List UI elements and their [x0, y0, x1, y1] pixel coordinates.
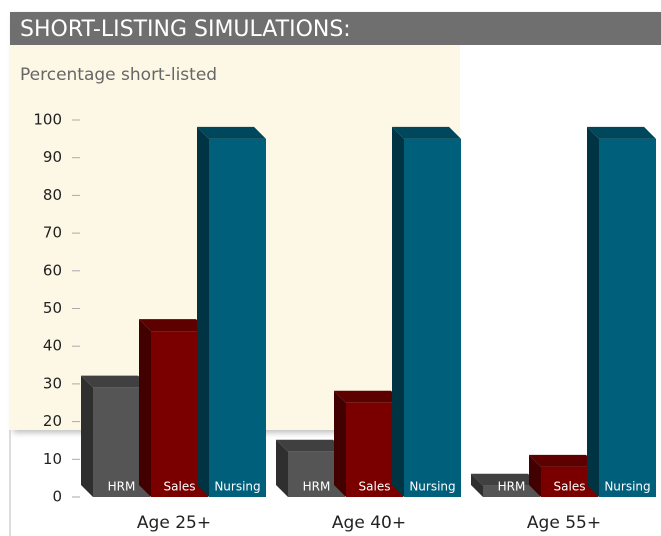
bar-top	[81, 375, 150, 388]
bar-series-label: Nursing	[214, 480, 260, 494]
bar	[483, 485, 540, 497]
bar-top	[197, 126, 266, 139]
bar-side	[276, 439, 288, 497]
bar-side	[139, 319, 151, 497]
subtitle: Percentage short-listed	[20, 65, 217, 85]
bar-series-label: Nursing	[409, 480, 455, 494]
bar-series-label: HRM	[303, 480, 331, 494]
bar-series-label: Sales	[164, 480, 196, 494]
y-tick-label: 90	[43, 148, 62, 166]
title-bar	[10, 12, 661, 45]
y-tick-label: 60	[43, 261, 62, 279]
bar-side	[529, 454, 541, 497]
bar-series-label: Nursing	[604, 480, 650, 494]
bar-side	[471, 473, 483, 497]
bar-top	[334, 390, 403, 403]
y-tick-label: 30	[43, 374, 62, 392]
bar-side	[587, 126, 599, 497]
x-tick-label: Age 55+	[527, 513, 601, 533]
bar-side	[81, 375, 93, 497]
bar-top	[529, 454, 598, 467]
bar-top	[139, 319, 208, 332]
bar-top	[587, 126, 656, 139]
x-tick-label: Age 40+	[332, 513, 406, 533]
bar	[599, 138, 656, 497]
bar-side	[197, 126, 209, 497]
bar-side	[334, 390, 346, 497]
bar-series-label: HRM	[498, 480, 526, 494]
bar	[209, 138, 266, 497]
y-tick-label: 0	[52, 488, 62, 506]
chart-title: SHORT-LISTING SIMULATIONS:	[20, 17, 351, 42]
bar-top	[471, 473, 540, 486]
bar	[404, 138, 461, 497]
bar-series-label: Sales	[359, 480, 391, 494]
bar-series-label: Sales	[554, 480, 586, 494]
bar-top	[392, 126, 461, 139]
x-tick-label: Age 25+	[137, 513, 211, 533]
y-tick-label: 50	[43, 299, 62, 317]
y-tick-label: 20	[43, 412, 62, 430]
y-tick-label: 80	[43, 186, 62, 204]
bar-series-label: HRM	[108, 480, 136, 494]
y-tick-label: 100	[33, 111, 62, 129]
y-tick-label: 10	[43, 450, 62, 468]
bar-top	[276, 439, 345, 452]
y-tick-label: 40	[43, 337, 62, 355]
bar-side	[392, 126, 404, 497]
y-tick-label: 70	[43, 224, 62, 242]
